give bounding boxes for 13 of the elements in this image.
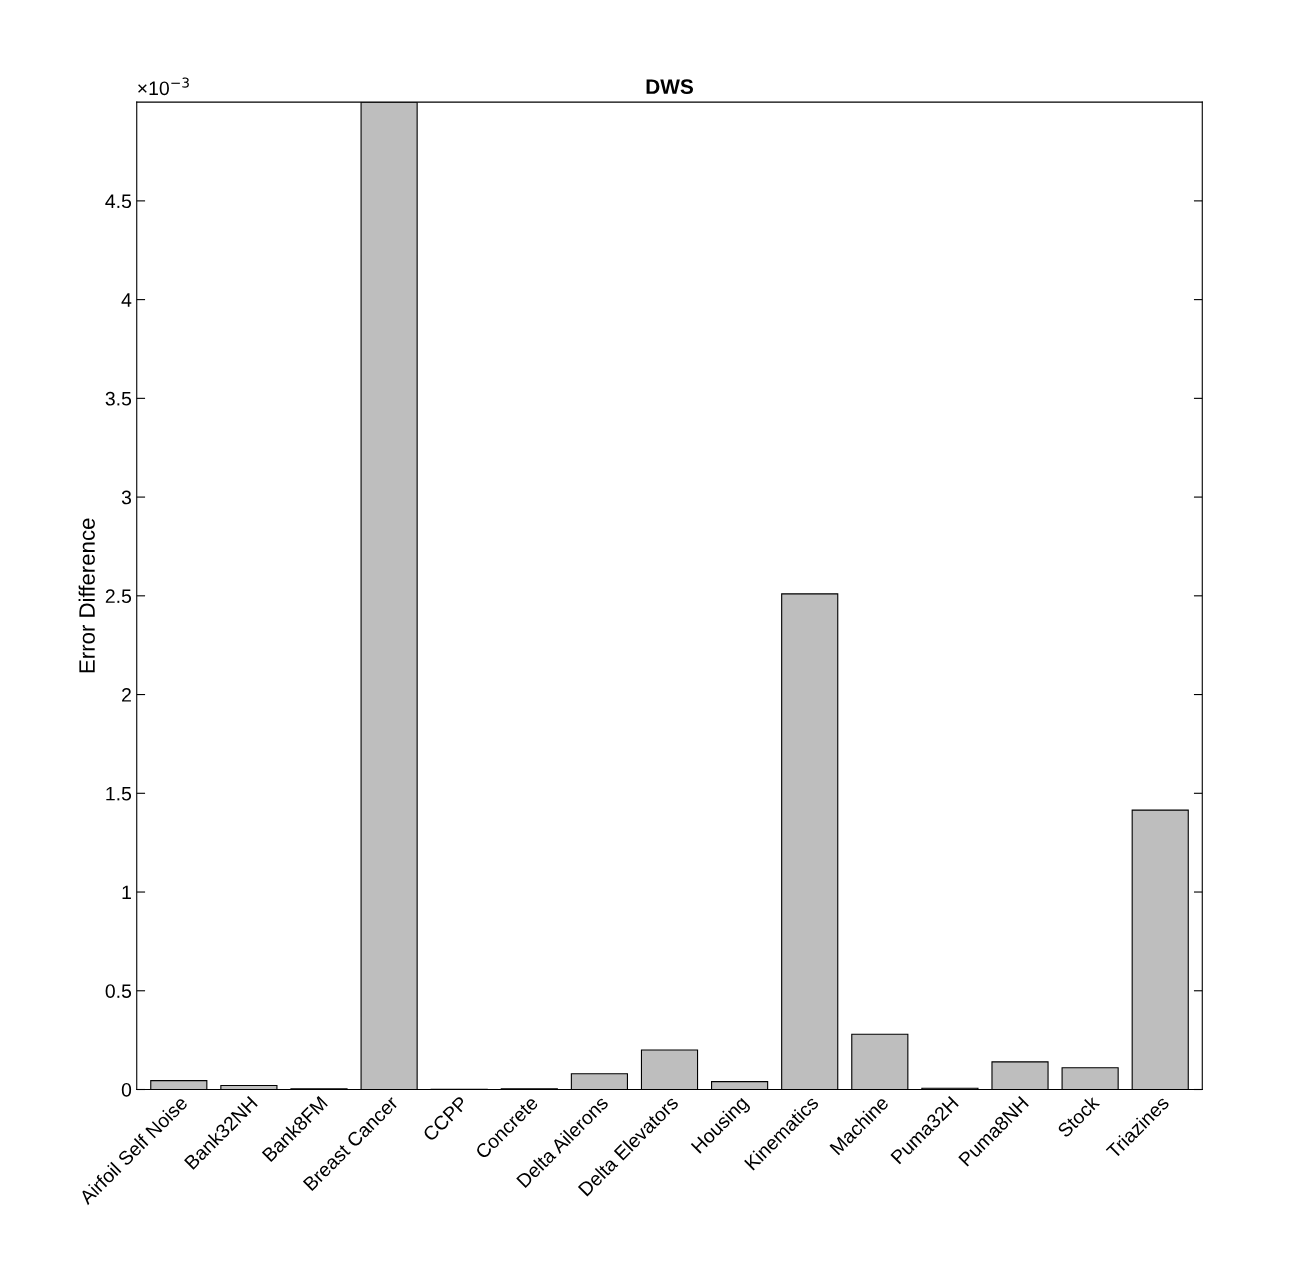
chart-title: DWS [646,79,693,95]
y-tick-label: 1 [122,885,131,900]
y-tick-label: 0.5 [105,984,132,998]
y-tick-label: 2 [122,688,131,702]
y-tick-label: 3 [121,490,132,505]
y-tick-label: 4.5 [105,194,132,209]
y-tick-label: 2.5 [105,589,132,604]
y-axis-title: Error Difference [78,518,95,673]
y-tick-label: 0 [121,1082,132,1097]
y-tick-label: 3.5 [105,391,132,406]
text: ×10$^{−3}$ [138,77,189,96]
y-tick-label: 1.5 [106,786,132,801]
y-tick-label: 4 [121,293,132,307]
